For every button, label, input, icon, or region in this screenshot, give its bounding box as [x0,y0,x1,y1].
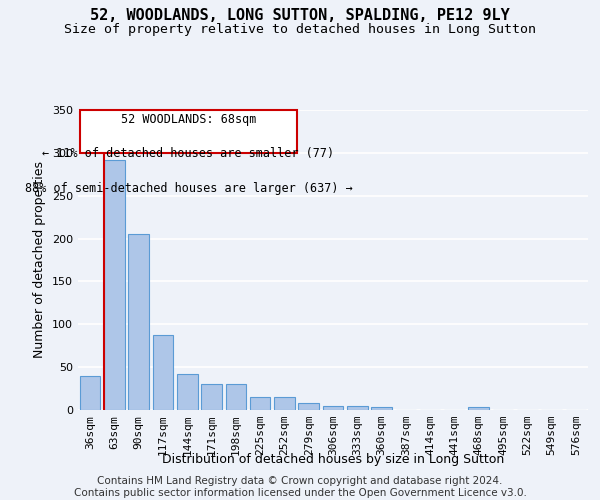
Text: Size of property relative to detached houses in Long Sutton: Size of property relative to detached ho… [64,22,536,36]
Text: 52, WOODLANDS, LONG SUTTON, SPALDING, PE12 9LY: 52, WOODLANDS, LONG SUTTON, SPALDING, PE… [90,8,510,22]
Bar [469,408,489,410]
Bar [104,160,125,410]
Bar [201,384,222,410]
Bar [226,384,246,410]
Bar [152,336,173,410]
Bar [274,397,295,410]
Bar [250,397,271,410]
Bar [80,376,100,410]
Text: Contains HM Land Registry data © Crown copyright and database right 2024.
Contai: Contains HM Land Registry data © Crown c… [74,476,526,498]
Text: ← 11% of detached houses are smaller (77): ← 11% of detached houses are smaller (77… [43,148,335,160]
Text: Distribution of detached houses by size in Long Sutton: Distribution of detached houses by size … [162,452,504,466]
Bar [298,403,319,410]
Bar [177,374,197,410]
Bar [128,234,149,410]
Text: 52 WOODLANDS: 68sqm: 52 WOODLANDS: 68sqm [121,113,256,126]
Bar [347,406,368,410]
FancyBboxPatch shape [80,110,296,153]
Y-axis label: Number of detached properties: Number of detached properties [34,162,46,358]
Bar [323,406,343,410]
Bar [371,406,392,410]
Text: 88% of semi-detached houses are larger (637) →: 88% of semi-detached houses are larger (… [25,182,352,195]
